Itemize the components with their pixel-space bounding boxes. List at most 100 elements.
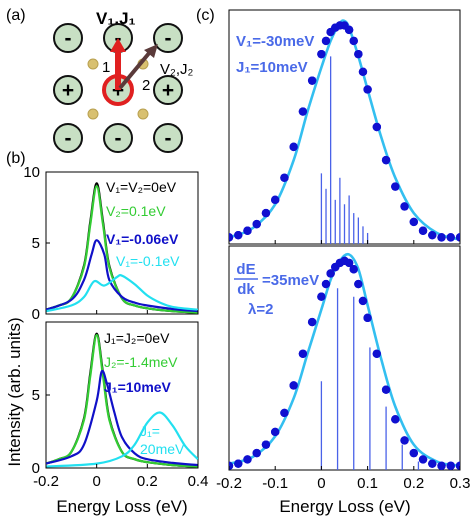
data-point — [229, 461, 234, 470]
data-point — [418, 455, 428, 464]
chart-c-bottom: -0.2 -0.1 0 0.1 0.2 0.3 — [216, 245, 471, 492]
data-point — [234, 230, 243, 240]
lattice-site — [153, 123, 183, 153]
data-point — [317, 49, 326, 59]
data-point — [229, 233, 234, 242]
data-point — [400, 436, 409, 445]
plot-area-b-top — [46, 182, 198, 314]
arrow-1-head — [110, 38, 126, 52]
x-tick-label: -0.2 — [216, 475, 242, 492]
panel-label-b: (b) — [6, 150, 26, 167]
x-tick-label: 0.2 — [403, 475, 424, 492]
data-point — [243, 455, 252, 464]
lattice-label-1: 1 — [102, 59, 110, 76]
y-axis-title-b: Intensity (arb. units) — [5, 317, 24, 466]
annotation-35mev: =35meV — [262, 272, 319, 289]
data-point — [381, 385, 391, 394]
lattice-label-2: 2 — [142, 77, 150, 94]
lattice-site — [153, 75, 183, 105]
data-point — [363, 313, 372, 323]
annotation-de: dE — [236, 261, 255, 278]
x-tick-label: 0.3 — [450, 475, 471, 492]
data-point — [298, 107, 308, 116]
data-point — [409, 448, 418, 458]
annotation-v2: V₂=0.1eV — [106, 203, 166, 219]
data-point — [358, 296, 368, 306]
data-point — [261, 440, 271, 449]
annotation-v1-neg01: V₁=-0.1eV — [116, 253, 180, 269]
minus-sign: - — [115, 127, 122, 150]
data-point — [252, 219, 261, 229]
plot-frame-c-bottom — [228, 245, 461, 471]
annotation-lambda: λ=2 — [248, 301, 273, 318]
data-point — [280, 408, 289, 418]
data-point — [321, 36, 331, 46]
annotation-j1-10: J₁=10meV — [104, 379, 172, 395]
annotation-v1-neg006: V₁=-0.06eV — [106, 231, 179, 247]
annotation-j2: J₂=-1.4meV — [104, 354, 178, 370]
data-point — [381, 155, 391, 165]
interstitial-atom — [87, 108, 99, 120]
series-line — [46, 369, 198, 467]
plus-sign: + — [62, 79, 74, 102]
data-point — [400, 202, 409, 211]
annotation-j1-20-a: J₁= — [140, 423, 160, 439]
plot-area-b-bottom — [46, 332, 198, 468]
annotation-j1-j2-zero: J₁=J₂=0eV — [104, 330, 170, 346]
data-point — [391, 182, 400, 191]
minus-sign: - — [65, 27, 72, 50]
x-tick-label: 0.2 — [137, 473, 158, 490]
x-tick-label: 0 — [92, 473, 100, 490]
data-point — [326, 269, 335, 278]
lattice-site — [103, 123, 133, 153]
data-point — [437, 461, 446, 470]
y-tick-label: 5 — [32, 387, 40, 404]
data-point — [455, 461, 460, 470]
data-point — [344, 25, 354, 35]
x-axis-title-b: Energy Loss (eV) — [56, 497, 187, 516]
minus-sign: - — [65, 127, 72, 150]
minus-sign: - — [165, 27, 172, 50]
minus-sign: - — [165, 127, 172, 150]
data-point — [307, 317, 317, 327]
interstitial-atom — [87, 58, 99, 70]
data-point — [261, 208, 271, 218]
data-point — [344, 258, 354, 268]
plot-area-c-bottom — [229, 252, 460, 470]
data-point — [455, 233, 460, 242]
data-point — [271, 427, 280, 437]
lattice-site — [53, 123, 83, 153]
annotation-j1-20-b: 20meV — [140, 441, 185, 457]
annotation-v1-v2-zero: V₁=V₂=0eV — [106, 179, 177, 195]
x-tick-label: 0.1 — [357, 475, 378, 492]
lattice-title: V₁,J₁ — [96, 9, 136, 28]
arrow-2 — [118, 50, 152, 90]
data-point — [409, 217, 418, 227]
y-tick-label: 10 — [23, 164, 40, 181]
series-line — [46, 274, 198, 313]
lattice-site — [53, 23, 83, 53]
annotation-dk: dk — [237, 281, 255, 298]
data-point — [243, 226, 252, 235]
data-point — [289, 381, 298, 390]
x-tick-label: 0.4 — [188, 473, 209, 490]
data-point — [289, 142, 298, 152]
data-point — [437, 233, 446, 242]
data-point — [372, 349, 382, 358]
data-point — [298, 349, 308, 358]
plot-area-c-top — [229, 19, 460, 244]
data-point — [354, 279, 363, 289]
x-tick-label: -0.1 — [262, 475, 288, 492]
lattice-site — [153, 23, 183, 53]
panel-label-a: (a) — [6, 7, 26, 24]
y-tick-label: 5 — [32, 235, 40, 252]
data-point — [307, 76, 317, 85]
data-point — [418, 226, 428, 235]
chart-b-top: 0 5 10 — [23, 164, 199, 323]
annotation-j1-10-c: J₁=10meV — [236, 59, 308, 76]
panel-label-c: (c) — [196, 7, 215, 24]
interstitial-atom — [137, 108, 149, 120]
series-line — [46, 239, 198, 313]
series-line — [229, 252, 460, 468]
data-point — [391, 415, 400, 424]
